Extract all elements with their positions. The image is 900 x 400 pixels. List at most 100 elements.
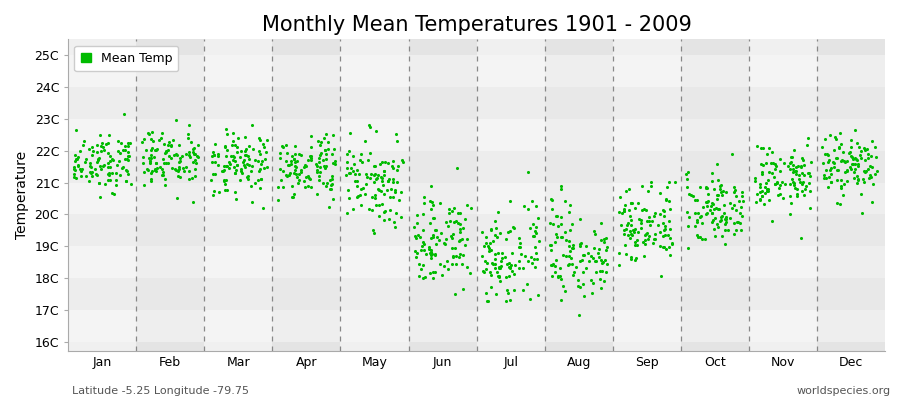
Point bbox=[78, 173, 93, 179]
Point bbox=[860, 146, 875, 152]
Point bbox=[827, 164, 842, 170]
Point bbox=[388, 189, 402, 196]
Point bbox=[94, 142, 108, 149]
Point bbox=[234, 148, 248, 154]
Point bbox=[254, 176, 268, 182]
Point bbox=[729, 192, 743, 199]
Point bbox=[783, 193, 797, 200]
Point bbox=[348, 178, 363, 184]
Point bbox=[562, 209, 577, 216]
Point bbox=[621, 186, 635, 192]
Point bbox=[109, 176, 123, 183]
Point bbox=[373, 161, 387, 167]
Point bbox=[446, 253, 460, 259]
Point bbox=[708, 233, 723, 239]
Point bbox=[734, 193, 749, 199]
Point bbox=[699, 185, 714, 192]
Point bbox=[822, 174, 836, 180]
Point bbox=[437, 263, 452, 269]
Point bbox=[491, 208, 505, 215]
Point bbox=[435, 272, 449, 279]
Point bbox=[319, 131, 333, 138]
Point bbox=[101, 160, 115, 166]
Point bbox=[579, 242, 593, 249]
Point bbox=[110, 161, 124, 168]
Point bbox=[370, 174, 384, 181]
Point bbox=[171, 168, 185, 174]
Point bbox=[135, 139, 149, 146]
Point bbox=[310, 169, 324, 175]
Point bbox=[430, 233, 445, 240]
Point bbox=[564, 220, 579, 227]
Point bbox=[562, 248, 577, 254]
Point bbox=[756, 145, 770, 151]
Point bbox=[227, 164, 241, 170]
Point bbox=[621, 207, 635, 214]
Point bbox=[318, 146, 332, 153]
Point bbox=[531, 215, 545, 221]
Point bbox=[618, 202, 633, 208]
Point bbox=[328, 158, 342, 164]
Point bbox=[139, 146, 153, 153]
Point bbox=[634, 224, 648, 231]
Point bbox=[76, 166, 90, 173]
Point bbox=[304, 184, 319, 190]
Point bbox=[309, 161, 323, 168]
Point bbox=[155, 172, 169, 178]
Point bbox=[453, 237, 467, 244]
Point bbox=[85, 152, 99, 158]
Point bbox=[346, 168, 360, 174]
Point bbox=[723, 200, 737, 206]
Point bbox=[721, 226, 735, 233]
Bar bbox=[68, 119, 885, 151]
Point bbox=[616, 231, 631, 238]
Point bbox=[299, 163, 313, 169]
Point bbox=[773, 182, 788, 188]
Point bbox=[562, 252, 576, 259]
Point bbox=[529, 230, 544, 236]
Point bbox=[802, 180, 816, 186]
Point bbox=[410, 232, 425, 238]
Point bbox=[787, 179, 801, 185]
Point bbox=[234, 170, 248, 176]
Point bbox=[838, 169, 852, 175]
Point bbox=[426, 202, 440, 208]
Point bbox=[800, 142, 814, 148]
Point bbox=[310, 138, 325, 144]
Point bbox=[773, 190, 788, 197]
Point bbox=[319, 151, 333, 158]
Point bbox=[229, 196, 243, 202]
Point bbox=[156, 169, 170, 175]
Point bbox=[705, 200, 719, 206]
Point bbox=[623, 228, 637, 234]
Point bbox=[453, 228, 467, 235]
Point bbox=[181, 176, 195, 182]
Point bbox=[827, 146, 842, 153]
Point bbox=[253, 137, 267, 143]
Point bbox=[169, 117, 184, 123]
Point bbox=[371, 172, 385, 178]
Point bbox=[796, 178, 810, 185]
Point bbox=[118, 146, 132, 153]
Point bbox=[354, 186, 368, 192]
Point bbox=[281, 162, 295, 168]
Point bbox=[258, 149, 273, 155]
Point bbox=[85, 173, 99, 179]
Point bbox=[426, 234, 440, 241]
Point bbox=[626, 228, 641, 235]
Point bbox=[76, 142, 90, 148]
Point bbox=[343, 130, 357, 136]
Point bbox=[642, 214, 656, 220]
Point bbox=[415, 243, 429, 250]
Point bbox=[238, 134, 253, 140]
Point bbox=[157, 160, 171, 166]
Point bbox=[577, 293, 591, 299]
Point bbox=[456, 225, 471, 231]
Point bbox=[322, 177, 337, 184]
Point bbox=[279, 142, 293, 148]
Point bbox=[428, 269, 442, 276]
Point bbox=[726, 231, 741, 237]
Point bbox=[491, 273, 505, 280]
Point bbox=[476, 268, 491, 274]
Point bbox=[511, 235, 526, 241]
